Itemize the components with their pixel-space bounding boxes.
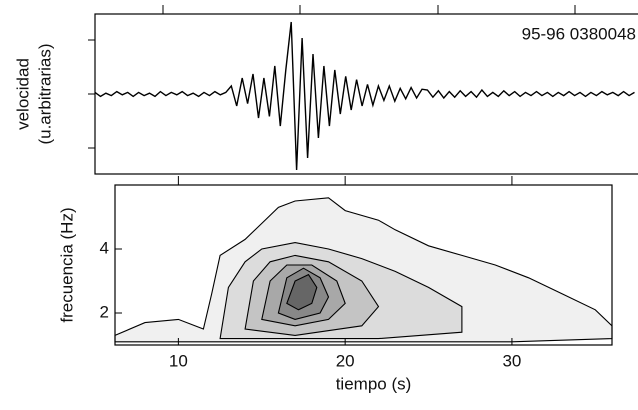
y-axis-label: velocidad — [13, 58, 32, 130]
frame — [114, 184, 613, 346]
frame — [94, 13, 638, 175]
y-axis-label: (u.arbitrarias) — [35, 43, 54, 144]
x-tick-label: 20 — [336, 351, 355, 370]
y-axis-label: frecuencia (Hz) — [57, 207, 76, 322]
y-tick-label: 4 — [100, 238, 109, 257]
x-tick-label: 30 — [502, 351, 521, 370]
x-axis-label: tiempo (s) — [336, 374, 412, 393]
x-tick-label: 10 — [169, 351, 188, 370]
annotation: 95-96 0380048 — [522, 24, 636, 43]
decorative-ticks — [88, 5, 576, 149]
waveform — [94, 21, 635, 171]
contour-region — [286, 273, 318, 311]
y-tick-label: 2 — [100, 302, 109, 321]
